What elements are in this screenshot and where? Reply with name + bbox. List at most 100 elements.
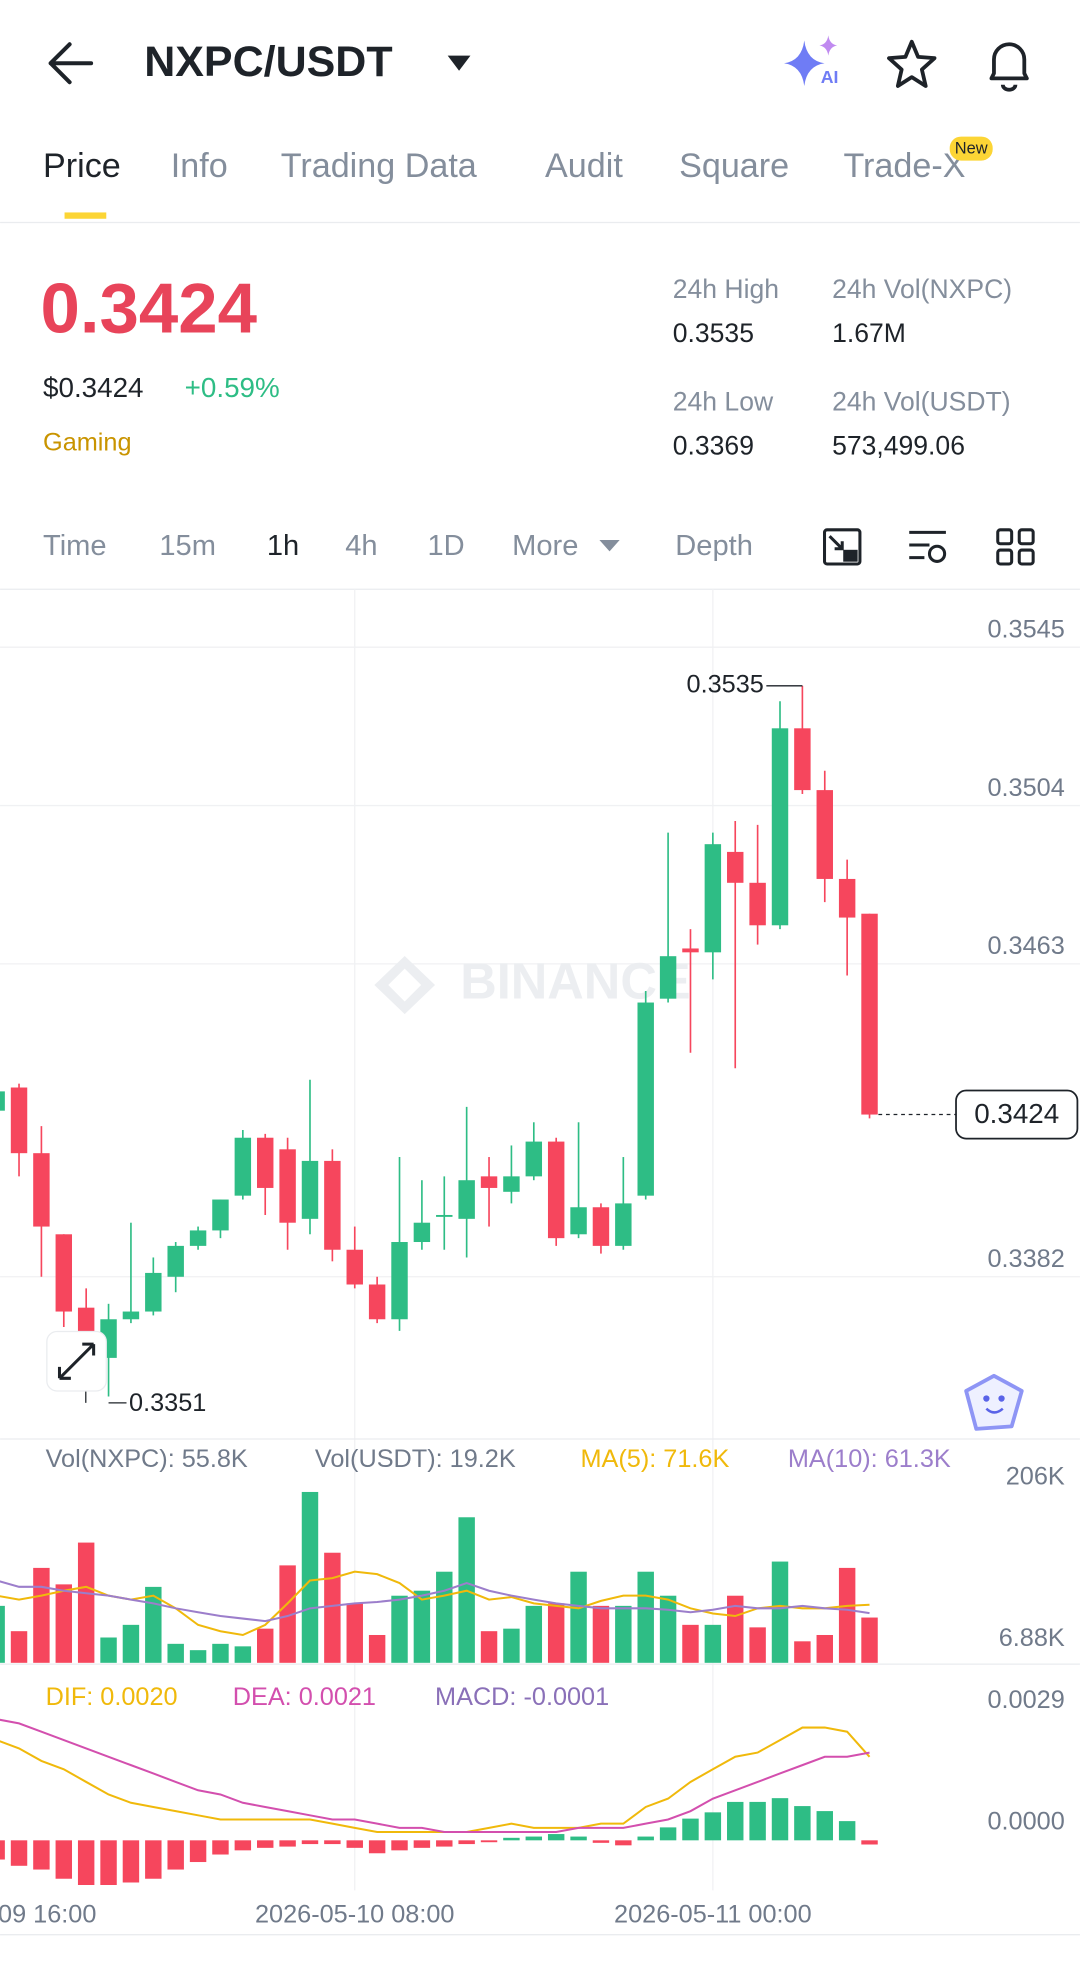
interval[interactable]: More: [512, 530, 578, 562]
last-price: 0.3424: [41, 269, 258, 348]
volume-bar: [55, 1584, 73, 1663]
interval[interactable]: 4h: [345, 530, 377, 562]
macd-bar: [212, 1840, 229, 1855]
macd-bar: [749, 1801, 766, 1841]
macd-bar: [279, 1840, 296, 1847]
candle-body: [122, 1311, 140, 1320]
pair-dropdown[interactable]: [447, 55, 471, 71]
candle-body: [368, 1284, 386, 1320]
macd-bar: [55, 1840, 73, 1879]
indicator-line: [0, 1580, 870, 1623]
indicator-readout: MACD: -0.0001: [435, 1683, 609, 1711]
macd-bar: [145, 1840, 162, 1879]
candle-body: [55, 1234, 73, 1312]
interval[interactable]: Depth: [675, 530, 753, 562]
candle-body: [279, 1149, 296, 1223]
candle-body: [727, 851, 744, 883]
macd-bar: [413, 1840, 431, 1848]
macd-bar: [100, 1840, 117, 1885]
stat-value: 0.3369: [673, 431, 754, 461]
expand-button[interactable]: [46, 1330, 107, 1392]
favorite-button[interactable]: [887, 39, 937, 88]
volume-bar: [727, 1595, 744, 1663]
volume-bar: [167, 1643, 184, 1663]
macd-bar: [771, 1798, 789, 1841]
macd-bar: [570, 1836, 587, 1841]
pair-title[interactable]: NXPC/USDT: [144, 38, 392, 86]
candle-body: [301, 1160, 319, 1219]
volume-bar: [682, 1624, 699, 1663]
macd-bar: [33, 1840, 50, 1870]
volume-bar: [861, 1617, 878, 1663]
category-tag[interactable]: Gaming: [43, 429, 131, 457]
back-button[interactable]: [48, 42, 94, 85]
y-tick-label: 0.3504: [987, 774, 1064, 802]
candle-body: [570, 1207, 587, 1235]
macd-bar: [547, 1834, 565, 1841]
usd-price: $0.3424: [43, 372, 143, 403]
x-tick-label: 2026-05-11 00:00: [614, 1900, 812, 1928]
candle-body: [637, 1002, 654, 1196]
watermark: BINANCE: [460, 952, 690, 1009]
interval[interactable]: 1h: [267, 530, 299, 562]
volume-bar: [279, 1565, 296, 1663]
candle-body: [10, 1087, 28, 1154]
tab[interactable]: Info: [171, 147, 228, 185]
last-price-label: 0.3424: [974, 1098, 1059, 1129]
new-badge: [949, 136, 993, 161]
y-tick-label: 0.0029: [987, 1686, 1064, 1714]
indicator-readout: Vol(NXPC): 55.8K: [46, 1445, 248, 1473]
macd-bar: [816, 1811, 833, 1841]
volume-bar: [100, 1637, 117, 1663]
macd-bar: [257, 1840, 274, 1848]
volume-bar: [637, 1571, 654, 1663]
volume-bar: [838, 1567, 856, 1663]
candle-body: [145, 1272, 162, 1312]
macd-bar: [704, 1812, 722, 1841]
macd-bar: [503, 1837, 520, 1841]
macd-bar: [480, 1840, 498, 1843]
chart-tools[interactable]: [822, 528, 1035, 566]
macd-bar: [615, 1840, 632, 1846]
candle-body: [391, 1242, 408, 1320]
y-tick-label: 0.0000: [987, 1807, 1064, 1835]
volume-bar: [77, 1542, 95, 1663]
y-tick-label: 6.88K: [999, 1624, 1065, 1652]
candle-body: [234, 1137, 252, 1196]
tab[interactable]: Price: [43, 147, 121, 185]
volume-bar: [324, 1552, 341, 1663]
macd-bar: [436, 1840, 453, 1847]
candle-body: [346, 1249, 363, 1285]
volume-bar: [33, 1567, 50, 1663]
interval[interactable]: 15m: [159, 530, 216, 562]
tab[interactable]: Audit: [545, 147, 623, 185]
macd-bar: [77, 1840, 95, 1885]
price-change: +0.59%: [185, 372, 280, 403]
ai-button[interactable]: AI: [784, 35, 838, 87]
macd-bar: [838, 1821, 856, 1841]
volume-bar: [659, 1595, 677, 1663]
ai-assistant[interactable]: [964, 1373, 1024, 1431]
tab[interactable]: Trade-X: [843, 147, 965, 185]
more-arrow[interactable]: [599, 539, 620, 552]
volume-bar: [771, 1561, 789, 1663]
stat-label: 24h Low: [673, 386, 774, 416]
candle-body: [77, 1307, 95, 1335]
macd-bar: [682, 1818, 699, 1841]
tab[interactable]: Square: [679, 147, 789, 185]
interval[interactable]: 1D: [427, 530, 464, 562]
macd-bar: [391, 1840, 408, 1851]
interval[interactable]: Time: [43, 530, 107, 562]
volume-bar: [413, 1590, 431, 1663]
stat-label: 24h Vol(NXPC): [832, 274, 1012, 304]
macd-bar: [0, 1840, 5, 1860]
macd-bar: [727, 1801, 744, 1841]
candle-body: [33, 1153, 50, 1227]
alert-button[interactable]: [989, 42, 1029, 92]
tab[interactable]: Trading Data: [281, 147, 477, 185]
tab-indicator: [64, 212, 107, 219]
candle-body: [794, 728, 811, 791]
macd-bar: [861, 1840, 878, 1845]
candle-body: [547, 1141, 565, 1239]
